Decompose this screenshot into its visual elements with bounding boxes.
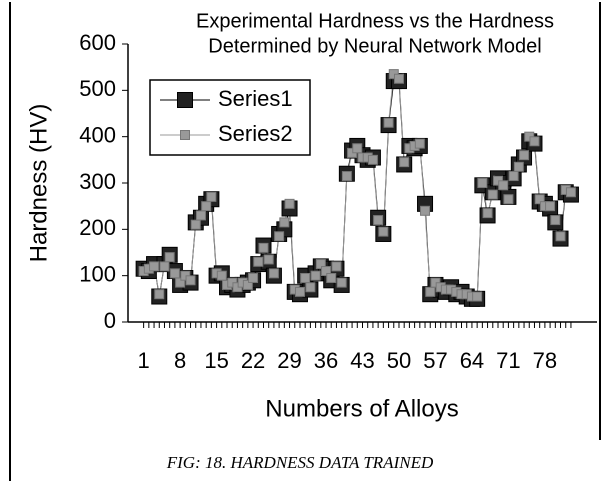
marker (190, 219, 201, 230)
marker (513, 161, 524, 172)
marker (555, 231, 566, 242)
y-tick-label: 100 (79, 261, 116, 286)
marker (315, 259, 326, 270)
marker (175, 277, 186, 288)
marker (242, 279, 253, 290)
marker (399, 157, 410, 168)
marker (159, 261, 170, 272)
marker (383, 117, 394, 128)
marker (545, 201, 556, 212)
x-tick-label: 57 (423, 348, 447, 373)
x-tick-label: 15 (204, 348, 228, 373)
y-tick-label: 300 (79, 169, 116, 194)
marker (206, 191, 217, 202)
marker (420, 205, 431, 216)
x-tick-label: 71 (496, 348, 520, 373)
chart-title: Experimental Hardness vs the Hardness (196, 10, 554, 32)
legend-box (149, 79, 311, 156)
x-axis-label: Numbers of Alloys (265, 395, 458, 422)
marker (487, 189, 498, 200)
x-tick-label: 36 (314, 348, 338, 373)
marker (149, 261, 160, 272)
marker (305, 282, 316, 293)
marker (393, 73, 404, 84)
x-tick-label: 22 (241, 348, 265, 373)
marker (321, 266, 332, 277)
marker (503, 194, 514, 205)
marker (565, 187, 576, 198)
marker (529, 136, 540, 147)
marker (425, 286, 436, 297)
marker (164, 252, 175, 263)
x-tick-label: 43 (350, 348, 374, 373)
marker (263, 254, 274, 265)
marker (326, 272, 337, 283)
marker (274, 231, 285, 242)
marker (201, 201, 212, 212)
marker (258, 242, 269, 253)
y-tick-label: 500 (79, 76, 116, 101)
marker (414, 138, 425, 149)
marker (477, 178, 488, 188)
marker (185, 275, 196, 286)
marker (472, 291, 483, 302)
marker (352, 143, 363, 154)
y-tick-label: 200 (79, 215, 116, 240)
x-tick-label: 64 (460, 348, 484, 373)
marker (378, 226, 389, 237)
marker (508, 171, 519, 182)
marker (154, 289, 165, 300)
marker (367, 154, 378, 165)
marker (498, 180, 509, 191)
marker (310, 270, 321, 281)
y-tick-label: 600 (79, 30, 116, 55)
marker (300, 272, 311, 283)
caption: FIG: 18. HARDNESS DATA TRAINED (166, 453, 434, 472)
legend-label: Series1 (218, 86, 293, 111)
marker (534, 194, 545, 205)
y-axis-label: Hardness (HV) (25, 104, 52, 263)
marker (248, 272, 259, 283)
x-tick-label: 78 (533, 348, 557, 373)
marker (331, 261, 342, 272)
x-tick-label: 50 (387, 348, 411, 373)
marker (336, 277, 347, 288)
legend-label: Series2 (218, 121, 293, 146)
marker (294, 286, 305, 297)
legend-marker (180, 130, 190, 140)
marker (268, 268, 279, 279)
x-tick-label: 29 (277, 348, 301, 373)
marker (279, 217, 290, 228)
marker (216, 270, 227, 281)
marker (195, 210, 206, 221)
marker (284, 198, 295, 209)
marker (373, 215, 384, 226)
marker (519, 150, 530, 161)
marker (341, 171, 352, 182)
x-tick-label: 8 (174, 348, 186, 373)
marker (169, 268, 180, 279)
y-tick-label: 0 (104, 308, 116, 333)
marker (253, 256, 264, 267)
marker (550, 215, 561, 226)
x-tick-label: 1 (138, 348, 150, 373)
chart-title: Determined by Neural Network Model (208, 35, 541, 57)
marker (482, 208, 493, 219)
legend-marker (177, 92, 193, 108)
y-tick-label: 400 (79, 122, 116, 147)
